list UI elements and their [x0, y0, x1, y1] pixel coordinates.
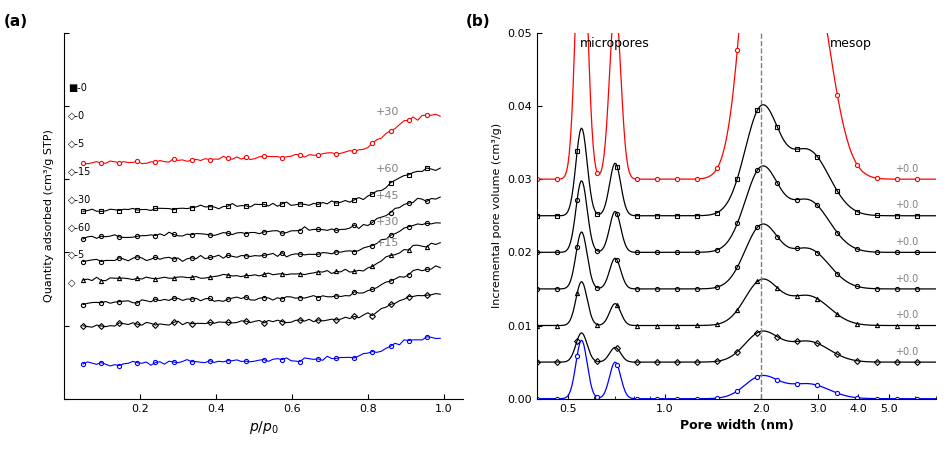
Text: ■-0: ■-0 [67, 83, 86, 93]
Text: ◇: ◇ [67, 278, 75, 288]
Text: +0.0: +0.0 [895, 347, 918, 357]
Text: +30: +30 [375, 108, 399, 117]
Text: (a): (a) [4, 14, 28, 28]
Text: ◇-5: ◇-5 [67, 139, 86, 149]
Text: +15: +15 [375, 238, 399, 248]
Text: +0.0: +0.0 [895, 274, 918, 284]
Text: ◇-60: ◇-60 [67, 222, 91, 232]
Text: mesop: mesop [830, 37, 872, 50]
X-axis label: Pore width (nm): Pore width (nm) [679, 419, 793, 432]
Text: ◇-5: ◇-5 [67, 250, 86, 260]
Text: +0.0: +0.0 [895, 200, 918, 211]
Text: ◇-0: ◇-0 [67, 111, 85, 121]
Y-axis label: Incremental pore volume (cm³/g): Incremental pore volume (cm³/g) [492, 123, 502, 308]
Text: +0.0: +0.0 [895, 310, 918, 320]
Text: +60: +60 [375, 163, 399, 174]
Text: +30: +30 [375, 216, 399, 227]
Text: +0.0: +0.0 [895, 164, 918, 174]
Y-axis label: Quantity adsorbed (cm³/g STP): Quantity adsorbed (cm³/g STP) [44, 129, 53, 302]
X-axis label: $p/p_0$: $p/p_0$ [249, 419, 278, 436]
Text: ◇-30: ◇-30 [67, 194, 91, 205]
Text: ◇-15: ◇-15 [67, 167, 91, 177]
Text: +45: +45 [375, 191, 399, 201]
Text: (b): (b) [466, 14, 490, 28]
Text: micropores: micropores [580, 37, 650, 50]
Text: +0.0: +0.0 [895, 237, 918, 247]
